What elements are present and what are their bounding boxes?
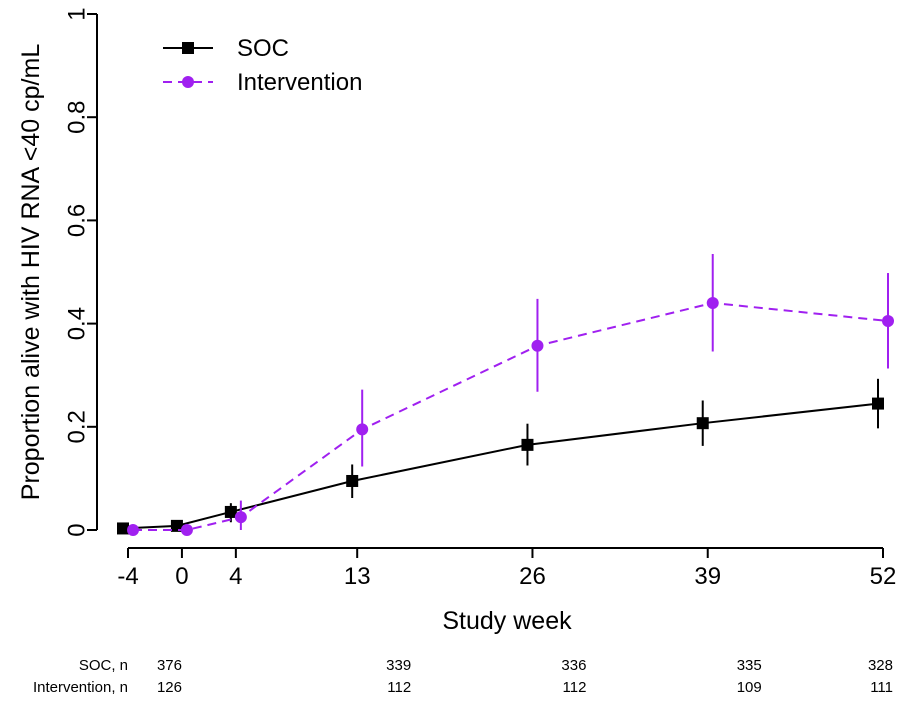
x-axis: -4 0 4 13 26 39 52 bbox=[117, 547, 897, 590]
data-point-intervention bbox=[531, 339, 544, 352]
x-tick-label: 39 bbox=[694, 563, 721, 590]
legend-label-soc: SOC bbox=[237, 35, 289, 62]
y-tick-label: 1 bbox=[63, 7, 90, 20]
data-point-intervention bbox=[882, 315, 894, 328]
risk-row-label: Intervention, n bbox=[33, 679, 128, 696]
x-tick-label: 13 bbox=[344, 563, 371, 590]
x-axis-title: Study week bbox=[442, 607, 572, 635]
data-point-intervention bbox=[706, 296, 719, 309]
risk-value: 112 bbox=[563, 679, 587, 696]
x-tick-label: 4 bbox=[229, 563, 242, 590]
data-point-intervention bbox=[180, 524, 193, 536]
data-point-soc bbox=[170, 519, 183, 532]
data-point-intervention bbox=[127, 524, 139, 536]
y-tick-label: 0.4 bbox=[63, 307, 90, 340]
x-tick-label: 26 bbox=[519, 563, 546, 590]
data-point-soc bbox=[696, 417, 709, 430]
risk-value: 339 bbox=[386, 657, 411, 674]
data-point-soc bbox=[117, 522, 129, 535]
y-axis: 0 0.2 0.4 0.6 0.8 1 bbox=[63, 7, 98, 537]
risk-value: 376 bbox=[157, 657, 182, 674]
data-point-soc bbox=[224, 505, 237, 518]
risk-table: SOC, n 376 339 336 335 328 Intervention, n 126 1… bbox=[33, 657, 893, 696]
series-layer bbox=[117, 253, 894, 536]
series-intervention bbox=[127, 253, 894, 536]
legend: SOC Intervention bbox=[163, 35, 362, 96]
y-tick-label: 0 bbox=[63, 523, 90, 536]
y-tick-label: 0.6 bbox=[63, 204, 90, 237]
risk-value: 336 bbox=[561, 657, 586, 674]
series-line-intervention bbox=[133, 301, 889, 531]
risk-row-label: SOC, n bbox=[79, 657, 128, 674]
risk-value: 126 bbox=[157, 679, 182, 696]
data-point-soc bbox=[872, 397, 884, 410]
legend-marker-soc bbox=[182, 42, 194, 54]
x-tick-label: -4 bbox=[117, 563, 138, 590]
risk-value: 112 bbox=[387, 679, 411, 696]
y-tick-label: 0.8 bbox=[63, 101, 90, 134]
risk-value: 335 bbox=[737, 657, 762, 674]
risk-value: 109 bbox=[737, 679, 762, 696]
y-tick-label: 0.2 bbox=[63, 410, 90, 443]
data-point-intervention bbox=[356, 423, 369, 436]
legend-marker-intervention bbox=[182, 76, 194, 88]
risk-value: 328 bbox=[868, 657, 893, 674]
x-tick-label: 0 bbox=[175, 563, 188, 590]
data-point-soc bbox=[521, 438, 534, 451]
series-soc bbox=[117, 378, 884, 535]
data-point-intervention bbox=[234, 511, 247, 524]
y-axis-title: Proportion alive with HIV RNA <40 cp/mL bbox=[17, 44, 45, 501]
legend-label-intervention: Intervention bbox=[237, 69, 362, 96]
data-point-soc bbox=[346, 474, 359, 487]
x-tick-label: 52 bbox=[870, 563, 897, 590]
risk-value: 111 bbox=[870, 679, 893, 696]
